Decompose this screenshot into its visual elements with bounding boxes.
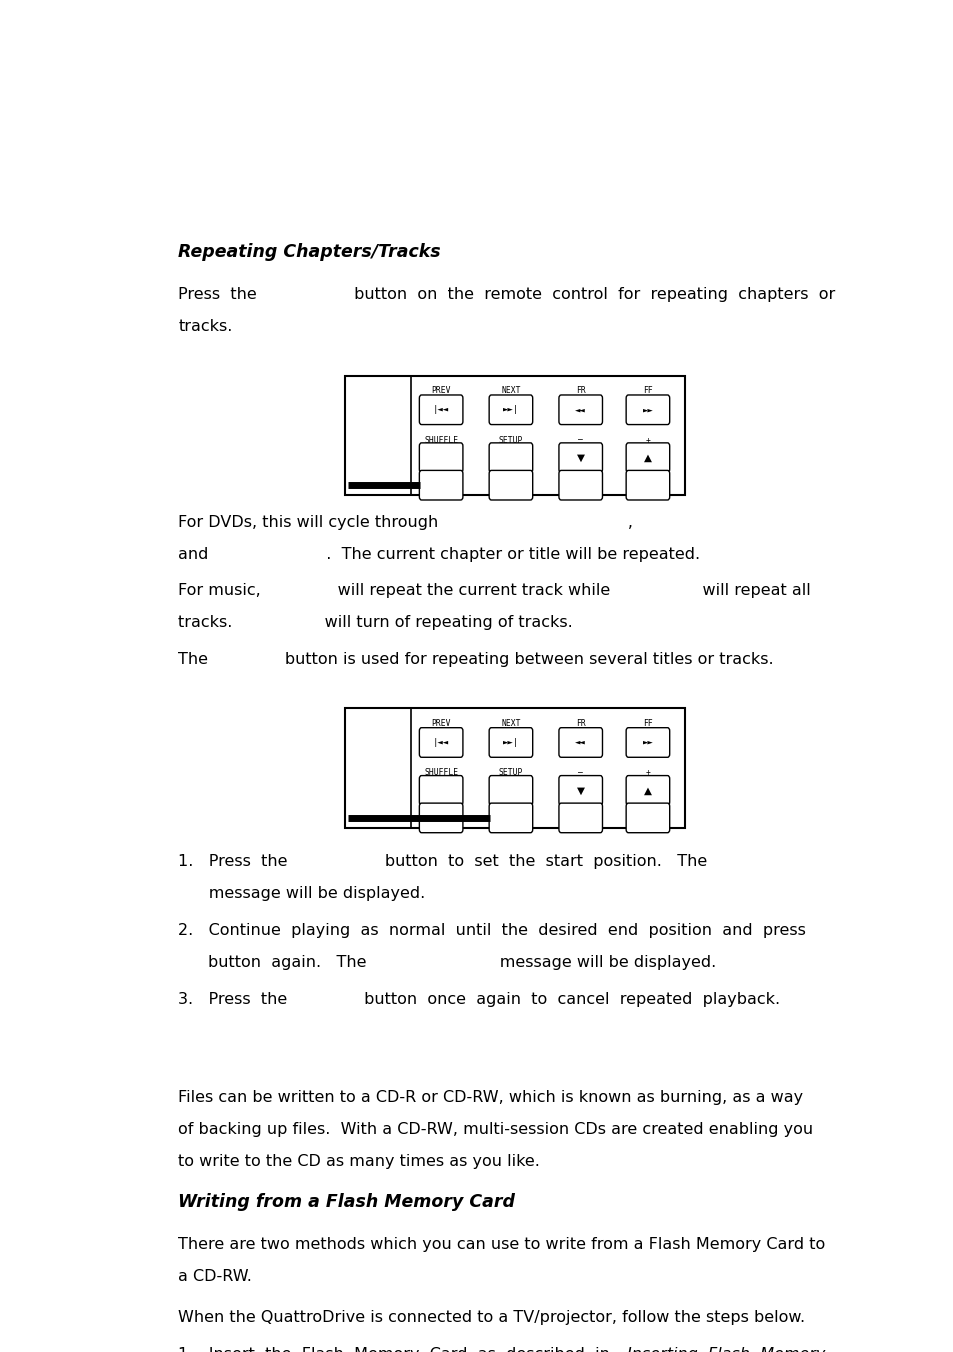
Text: tracks.                  will turn of repeating of tracks.: tracks. will turn of repeating of tracks… bbox=[178, 615, 573, 630]
Text: button  again.   The                          message will be displayed.: button again. The message will be displa… bbox=[208, 955, 716, 971]
Bar bbox=[344, 376, 684, 495]
FancyBboxPatch shape bbox=[419, 727, 462, 757]
FancyBboxPatch shape bbox=[625, 803, 669, 833]
Text: ►►|: ►►| bbox=[502, 406, 518, 414]
Text: a CD-RW.: a CD-RW. bbox=[178, 1270, 252, 1284]
Text: FR: FR bbox=[576, 387, 585, 395]
Text: PREV: PREV bbox=[431, 719, 451, 729]
Text: tracks.: tracks. bbox=[178, 319, 233, 334]
Text: REP A-B: REP A-B bbox=[494, 470, 527, 480]
Text: +: + bbox=[645, 435, 650, 445]
Text: ►►|: ►►| bbox=[502, 738, 518, 748]
Text: of backing up files.  With a CD-RW, multi-session CDs are created enabling you: of backing up files. With a CD-RW, multi… bbox=[178, 1122, 813, 1137]
FancyBboxPatch shape bbox=[489, 727, 532, 757]
FancyBboxPatch shape bbox=[489, 776, 532, 806]
Text: ▲: ▲ bbox=[643, 786, 651, 795]
Text: 1.   Press  the                   button  to  set  the  start  position.   The: 1. Press the button to set the start pos… bbox=[178, 854, 707, 869]
FancyBboxPatch shape bbox=[558, 443, 602, 472]
Text: ►►: ►► bbox=[642, 738, 653, 748]
FancyBboxPatch shape bbox=[489, 443, 532, 472]
Text: ◄◄: ◄◄ bbox=[575, 738, 585, 748]
Text: NEXT: NEXT bbox=[500, 719, 520, 729]
Bar bbox=[344, 708, 684, 827]
Text: Press  the                   button  on  the  remote  control  for  repeating  c: Press the button on the remote control f… bbox=[178, 288, 835, 303]
Text: PREV: PREV bbox=[431, 387, 451, 395]
Text: FF: FF bbox=[642, 387, 652, 395]
FancyBboxPatch shape bbox=[625, 776, 669, 806]
Text: SETUP: SETUP bbox=[498, 768, 522, 777]
FancyBboxPatch shape bbox=[558, 470, 602, 500]
FancyBboxPatch shape bbox=[419, 395, 462, 425]
Text: MENU: MENU bbox=[638, 803, 657, 813]
Text: message will be displayed.: message will be displayed. bbox=[178, 887, 425, 902]
FancyBboxPatch shape bbox=[419, 443, 462, 472]
Text: For DVDs, this will cycle through                                     ,: For DVDs, this will cycle through , bbox=[178, 515, 633, 530]
Text: SHUFFLE: SHUFFLE bbox=[424, 768, 457, 777]
FancyBboxPatch shape bbox=[558, 727, 602, 757]
Text: Writing from a Flash Memory Card: Writing from a Flash Memory Card bbox=[178, 1192, 515, 1210]
Text: The               button is used for repeating between several titles or tracks.: The button is used for repeating between… bbox=[178, 652, 773, 667]
Text: ►►: ►► bbox=[642, 406, 653, 414]
Text: Inserting  Flash  Memory: Inserting Flash Memory bbox=[626, 1347, 824, 1352]
FancyBboxPatch shape bbox=[489, 803, 532, 833]
FancyBboxPatch shape bbox=[558, 395, 602, 425]
FancyBboxPatch shape bbox=[625, 727, 669, 757]
Text: CLEAR: CLEAR bbox=[568, 803, 592, 813]
Text: SETUP: SETUP bbox=[498, 435, 522, 445]
Text: –: – bbox=[578, 435, 582, 445]
FancyBboxPatch shape bbox=[419, 776, 462, 806]
Text: FR: FR bbox=[576, 719, 585, 729]
Text: MENU: MENU bbox=[638, 470, 657, 480]
Text: ▼: ▼ bbox=[577, 786, 584, 795]
Text: For music,               will repeat the current track while                  wi: For music, will repeat the current track… bbox=[178, 584, 810, 599]
Text: |◄◄: |◄◄ bbox=[433, 406, 449, 414]
FancyBboxPatch shape bbox=[489, 470, 532, 500]
Text: NEXT: NEXT bbox=[500, 387, 520, 395]
Text: ▼: ▼ bbox=[577, 453, 584, 462]
FancyBboxPatch shape bbox=[625, 443, 669, 472]
Text: There are two methods which you can use to write from a Flash Memory Card to: There are two methods which you can use … bbox=[178, 1237, 824, 1252]
Text: REPEAT: REPEAT bbox=[426, 803, 456, 813]
Text: to write to the CD as many times as you like.: to write to the CD as many times as you … bbox=[178, 1155, 539, 1169]
FancyBboxPatch shape bbox=[419, 803, 462, 833]
Text: +: + bbox=[645, 768, 650, 777]
Text: REP A-B: REP A-B bbox=[494, 803, 527, 813]
Text: ◄◄: ◄◄ bbox=[575, 406, 585, 414]
Text: 3.   Press  the               button  once  again  to  cancel  repeated  playbac: 3. Press the button once again to cancel… bbox=[178, 992, 780, 1007]
FancyBboxPatch shape bbox=[558, 803, 602, 833]
Text: Files can be written to a CD-R or CD-RW, which is known as burning, as a way: Files can be written to a CD-R or CD-RW,… bbox=[178, 1090, 802, 1105]
Text: FF: FF bbox=[642, 719, 652, 729]
Text: When the QuattroDrive is connected to a TV/projector, follow the steps below.: When the QuattroDrive is connected to a … bbox=[178, 1310, 804, 1325]
FancyBboxPatch shape bbox=[489, 395, 532, 425]
Text: REPEAT: REPEAT bbox=[426, 470, 456, 480]
Text: ▲: ▲ bbox=[643, 453, 651, 462]
FancyBboxPatch shape bbox=[558, 776, 602, 806]
Text: CLEAR: CLEAR bbox=[568, 470, 592, 480]
Text: and                       .  The current chapter or title will be repeated.: and . The current chapter or title will … bbox=[178, 546, 700, 562]
FancyBboxPatch shape bbox=[625, 470, 669, 500]
Text: |◄◄: |◄◄ bbox=[433, 738, 449, 748]
Text: Repeating Chapters/Tracks: Repeating Chapters/Tracks bbox=[178, 243, 440, 261]
Text: –: – bbox=[578, 768, 582, 777]
FancyBboxPatch shape bbox=[625, 395, 669, 425]
Text: 2.   Continue  playing  as  normal  until  the  desired  end  position  and  pre: 2. Continue playing as normal until the … bbox=[178, 923, 805, 938]
FancyBboxPatch shape bbox=[419, 470, 462, 500]
Text: SHUFFLE: SHUFFLE bbox=[424, 435, 457, 445]
Text: 1.   Insert  the  Flash  Memory  Card  as  described  in: 1. Insert the Flash Memory Card as descr… bbox=[178, 1347, 619, 1352]
